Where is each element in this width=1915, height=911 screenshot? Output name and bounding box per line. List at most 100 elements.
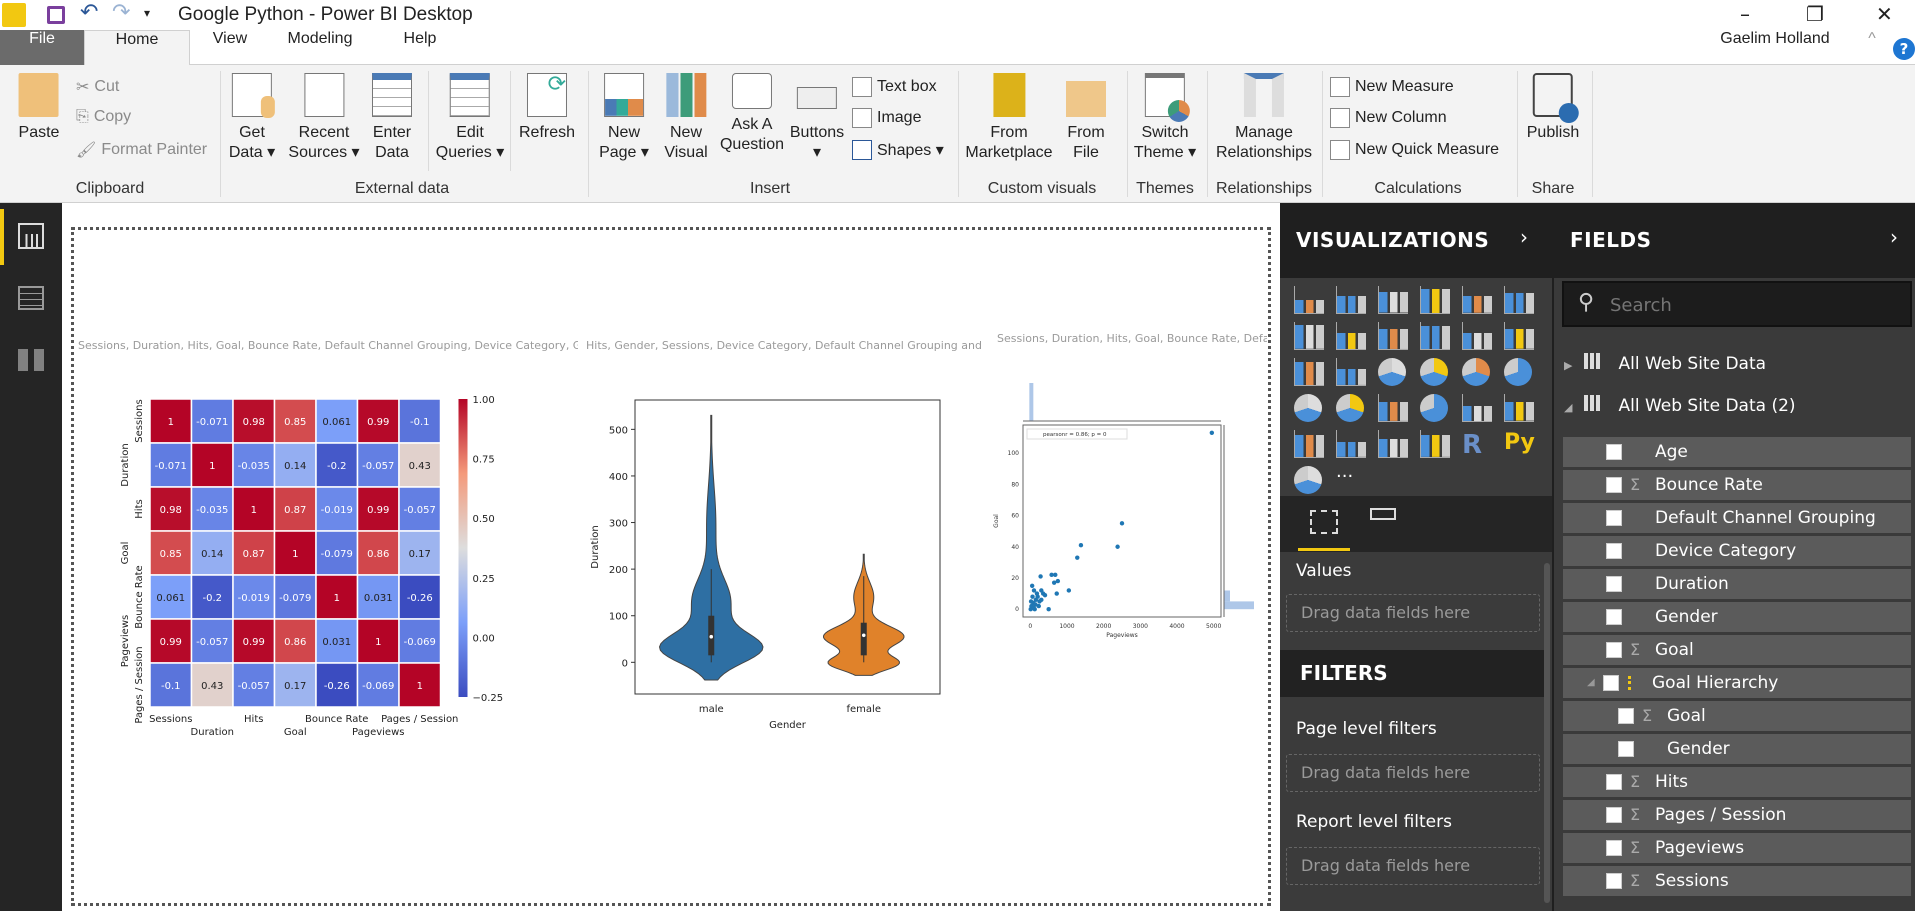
field-checkbox[interactable] xyxy=(1606,609,1622,625)
violin-visual[interactable]: 0 100 200 300 400 500 male female Gender Duration xyxy=(590,390,950,735)
chevron-right-icon[interactable]: › xyxy=(1890,225,1899,249)
field-item[interactable]: Σ Hits xyxy=(1563,767,1911,797)
scatter-chart-icon[interactable] xyxy=(1336,358,1366,386)
100-stacked-column-icon[interactable] xyxy=(1504,286,1534,314)
multi-row-card-icon[interactable] xyxy=(1504,394,1534,422)
treemap-icon[interactable] xyxy=(1462,358,1490,386)
model-view-icon[interactable] xyxy=(18,349,44,371)
collapsed-triangle-icon[interactable]: ▶ xyxy=(1564,359,1573,372)
tab-modeling[interactable]: Modeling xyxy=(287,30,353,47)
field-item[interactable]: Age xyxy=(1563,437,1911,467)
chevron-right-icon[interactable]: › xyxy=(1520,225,1529,249)
report-page[interactable] xyxy=(71,227,1271,906)
line-clustered-column-icon[interactable] xyxy=(1420,322,1450,350)
report-filters-drop-zone[interactable]: Drag data fields here xyxy=(1286,847,1540,885)
line-stacked-column-icon[interactable] xyxy=(1462,322,1492,350)
map-icon[interactable] xyxy=(1504,358,1532,386)
field-checkbox[interactable] xyxy=(1606,543,1622,559)
field-item[interactable]: Σ Bounce Rate xyxy=(1563,470,1911,500)
fields-tab-icon[interactable] xyxy=(1310,510,1338,534)
field-checkbox[interactable] xyxy=(1606,444,1622,460)
quick-access-dropdown-icon[interactable]: ▾ xyxy=(144,6,151,20)
kpi-icon[interactable] xyxy=(1294,430,1324,458)
cut-button[interactable]: ✂ Cut xyxy=(76,77,119,97)
scrollbar[interactable] xyxy=(1544,563,1550,903)
shapes-button[interactable]: Shapes ▾ xyxy=(852,140,944,160)
edit-queries-button[interactable]: Edit Queries ▾ xyxy=(436,73,504,163)
collapse-ribbon-button[interactable]: ^ xyxy=(1868,30,1876,47)
field-item[interactable]: Σ Pages / Session xyxy=(1563,800,1911,830)
arcgis-map-icon[interactable] xyxy=(1294,466,1322,494)
funnel-icon[interactable] xyxy=(1378,394,1408,422)
clustered-column-icon[interactable] xyxy=(1420,286,1450,314)
data-view-icon[interactable] xyxy=(18,286,44,310)
enter-data-button[interactable]: Enter Data xyxy=(372,73,412,163)
copy-button[interactable]: ⎘ Copy xyxy=(76,108,131,126)
card-icon[interactable] xyxy=(1462,394,1492,422)
new-measure-button[interactable]: New Measure xyxy=(1330,77,1454,97)
new-page-button[interactable]: New Page ▾ xyxy=(599,73,649,163)
field-item[interactable]: Gender xyxy=(1563,602,1911,632)
switch-theme-button[interactable]: Switch Theme ▾ xyxy=(1134,73,1196,163)
field-item[interactable]: Device Category xyxy=(1563,536,1911,566)
new-column-button[interactable]: New Column xyxy=(1330,108,1447,128)
tab-file[interactable]: File xyxy=(0,30,84,65)
stacked-column-icon[interactable] xyxy=(1336,286,1366,314)
field-table[interactable]: ▶ All Web Site Data xyxy=(1564,353,1904,383)
field-item[interactable]: Duration xyxy=(1563,569,1911,599)
page-filters-drop-zone[interactable]: Drag data fields here xyxy=(1286,754,1540,792)
field-checkbox[interactable] xyxy=(1606,873,1622,889)
format-painter-button[interactable]: 🖌 Format Painter xyxy=(76,140,207,160)
field-checkbox[interactable] xyxy=(1618,708,1634,724)
field-item[interactable]: Σ Goal xyxy=(1563,701,1911,731)
pie-chart-icon[interactable] xyxy=(1378,358,1406,386)
values-drop-zone[interactable]: Drag data fields here xyxy=(1286,594,1540,632)
filled-map-icon[interactable] xyxy=(1294,394,1322,422)
field-checkbox[interactable] xyxy=(1606,576,1622,592)
field-checkbox[interactable] xyxy=(1603,675,1619,691)
close-button[interactable]: ✕ xyxy=(1876,2,1893,26)
field-item[interactable]: Σ Goal xyxy=(1563,635,1911,665)
field-item[interactable]: Default Channel Grouping xyxy=(1563,503,1911,533)
image-button[interactable]: Image xyxy=(852,108,921,128)
from-file-button[interactable]: From File xyxy=(1066,73,1106,163)
user-name[interactable]: Gaelim Holland xyxy=(1720,30,1830,47)
slicer-icon[interactable] xyxy=(1336,430,1366,458)
python-visual-icon[interactable]: Py xyxy=(1504,430,1535,455)
search-input[interactable] xyxy=(1610,291,1900,319)
tab-home[interactable]: Home xyxy=(84,30,190,66)
field-checkbox[interactable] xyxy=(1606,774,1622,790)
clustered-bar-icon[interactable] xyxy=(1378,286,1408,314)
field-table[interactable]: ◢ All Web Site Data (2) xyxy=(1564,395,1904,425)
recent-sources-button[interactable]: Recent Sources ▾ xyxy=(288,73,360,163)
r-visual-icon[interactable]: R xyxy=(1462,430,1483,460)
new-visual-button[interactable]: New Visual xyxy=(664,73,708,163)
field-checkbox[interactable] xyxy=(1606,840,1622,856)
minimize-button[interactable]: – xyxy=(1740,2,1750,26)
heatmap-visual[interactable]: 1 -0.071 0.98 0.85 0.061 0.99 -0.1 -0.071 1 -0.03… xyxy=(100,390,520,760)
help-button[interactable]: ? xyxy=(1893,38,1915,60)
maximize-button[interactable]: ❐ xyxy=(1806,2,1824,26)
field-checkbox[interactable] xyxy=(1606,510,1622,526)
stacked-area-icon[interactable] xyxy=(1378,322,1408,350)
ribbon-chart-icon[interactable] xyxy=(1504,322,1534,350)
more-visuals-icon[interactable]: ··· xyxy=(1336,466,1354,487)
manage-relationships-button[interactable]: Manage Relationships xyxy=(1216,73,1312,163)
tab-help[interactable]: Help xyxy=(403,30,437,47)
from-marketplace-button[interactable]: From Marketplace xyxy=(965,73,1053,163)
text-box-button[interactable]: Text box xyxy=(852,77,937,97)
publish-button[interactable]: Publish xyxy=(1527,73,1579,143)
paste-button[interactable]: Paste xyxy=(19,73,59,143)
stacked-bar-icon[interactable] xyxy=(1294,286,1324,314)
field-checkbox[interactable] xyxy=(1606,642,1622,658)
search-box[interactable]: ⚲ xyxy=(1562,281,1912,327)
gauge-icon[interactable] xyxy=(1420,394,1448,422)
line-chart-icon[interactable] xyxy=(1294,322,1324,350)
field-item[interactable]: Gender xyxy=(1563,734,1911,764)
expanded-triangle-icon[interactable]: ◢ xyxy=(1587,677,1595,688)
field-checkbox[interactable] xyxy=(1618,741,1634,757)
refresh-button[interactable]: ⟳ Refresh xyxy=(519,73,575,143)
redo-icon[interactable]: ↷ xyxy=(112,0,131,25)
100-stacked-bar-icon[interactable] xyxy=(1462,286,1492,314)
field-checkbox[interactable] xyxy=(1606,807,1622,823)
